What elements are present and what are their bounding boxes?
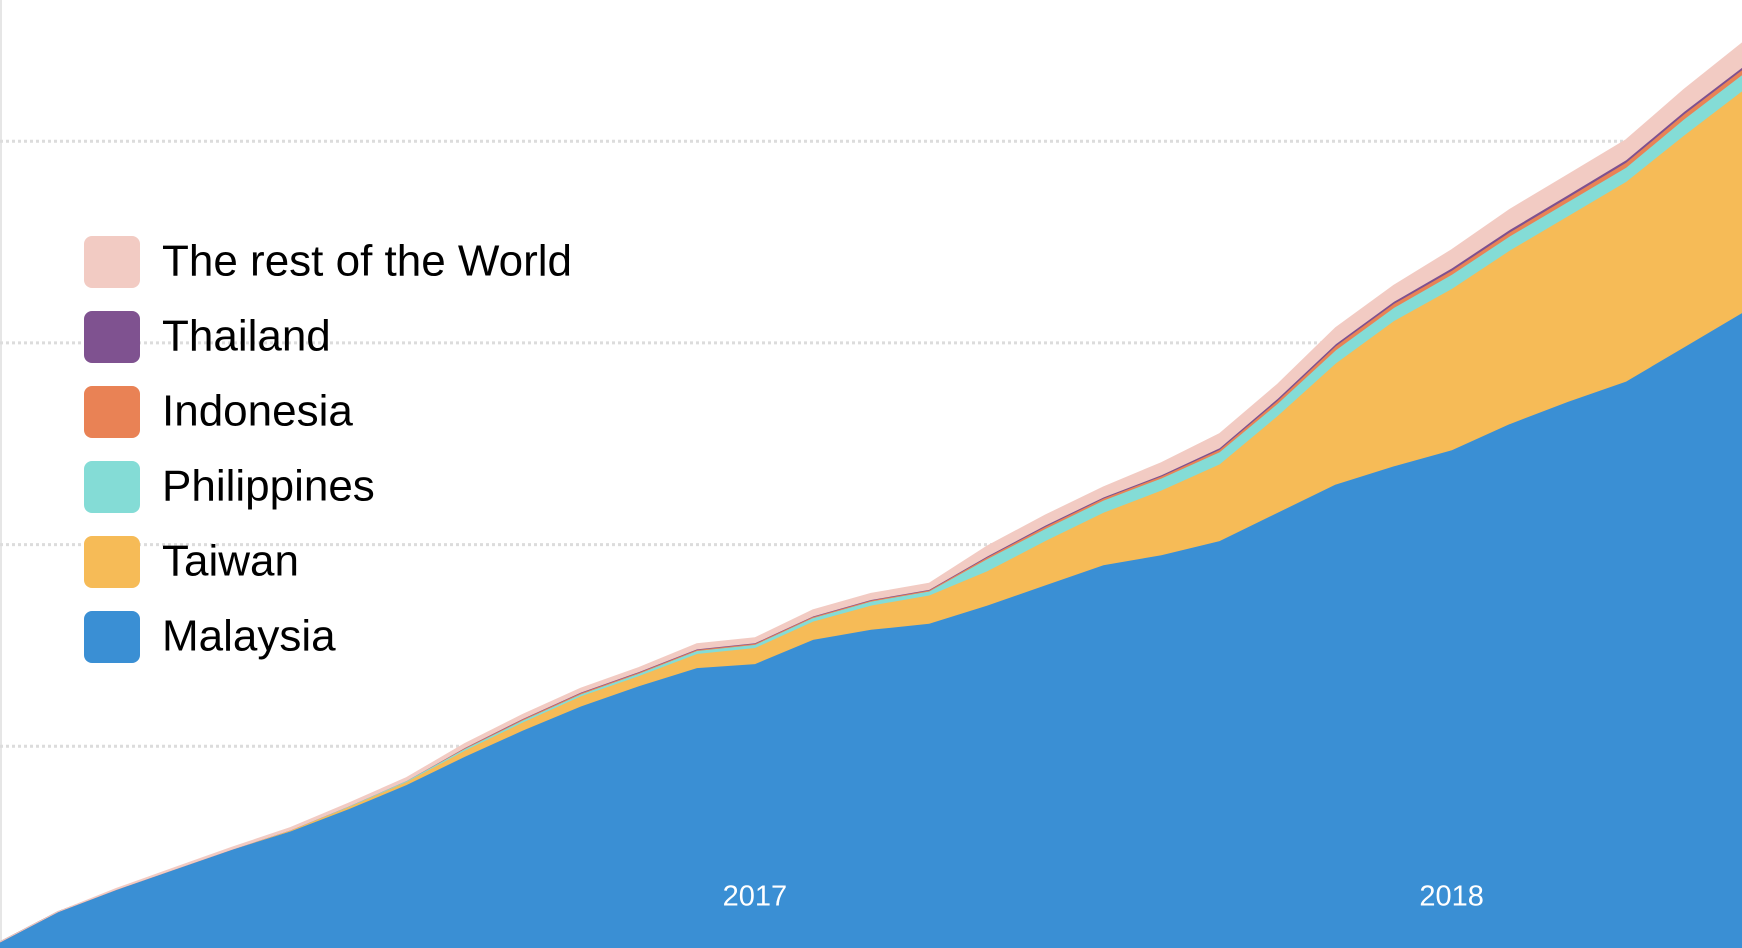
legend-label: Philippines — [162, 462, 375, 511]
x-tick-label: 2017 — [723, 881, 788, 913]
legend-label: Taiwan — [162, 537, 299, 586]
legend-swatch — [84, 461, 140, 513]
legend-swatch — [84, 536, 140, 588]
legend-label: Indonesia — [162, 387, 353, 436]
x-tick-label: 2018 — [1419, 881, 1484, 913]
legend-swatch — [84, 311, 140, 363]
legend-label: Malaysia — [162, 612, 336, 661]
legend-label: The rest of the World — [162, 237, 572, 286]
legend-swatch — [84, 611, 140, 663]
legend-swatch — [84, 386, 140, 438]
legend-label: Thailand — [162, 312, 331, 361]
area — [0, 42, 1742, 943]
legend-swatch — [84, 236, 140, 288]
